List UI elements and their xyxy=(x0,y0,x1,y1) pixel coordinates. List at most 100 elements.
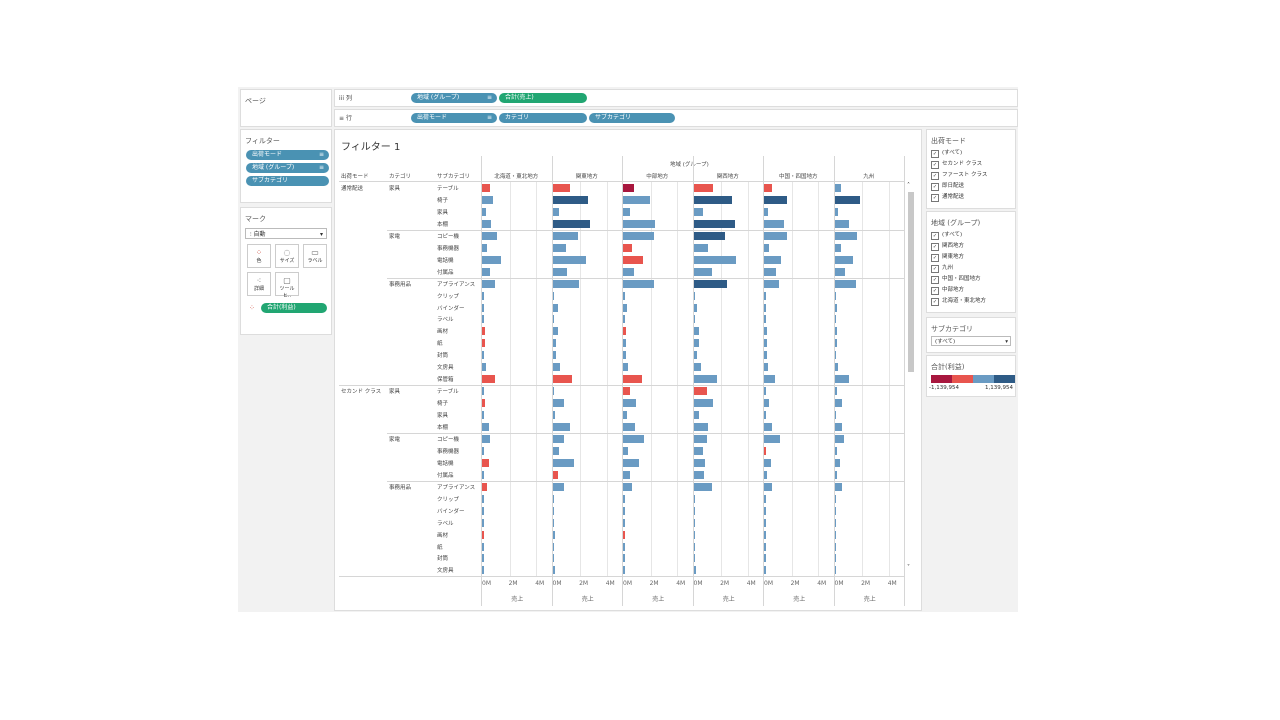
bar-mark[interactable] xyxy=(623,530,625,539)
bar-mark[interactable] xyxy=(623,363,629,372)
vertical-scrollbar[interactable]: ˄ ˅ xyxy=(907,182,915,572)
label-button[interactable]: ▭ ラベル xyxy=(303,244,327,268)
bar-mark[interactable] xyxy=(482,423,489,431)
bar-mark[interactable] xyxy=(552,339,557,348)
bar-mark[interactable] xyxy=(623,494,625,503)
bar-mark[interactable] xyxy=(834,207,839,216)
bar-mark[interactable] xyxy=(623,255,643,264)
bar-mark[interactable] xyxy=(834,231,858,240)
bar-mark[interactable] xyxy=(693,458,706,467)
bar-mark[interactable] xyxy=(552,351,557,360)
bar-mark[interactable] xyxy=(623,446,629,455)
bar-mark[interactable] xyxy=(834,243,842,252)
bar-mark[interactable] xyxy=(482,542,484,551)
bar-mark[interactable] xyxy=(834,470,838,479)
color-pill-profit[interactable]: 合計(利益) xyxy=(261,303,327,313)
ship-mode-checkbox[interactable]: ✓ セカンド クラス xyxy=(931,159,982,169)
bar-mark[interactable] xyxy=(623,470,630,479)
bar-mark[interactable] xyxy=(482,243,488,252)
bar-mark[interactable] xyxy=(764,303,766,312)
bar-mark[interactable] xyxy=(623,339,626,348)
bar-mark[interactable] xyxy=(764,243,770,252)
bar-mark[interactable] xyxy=(834,184,842,192)
rows-pill-subcategory[interactable]: サブカテゴリ xyxy=(589,113,675,123)
subcategory-select[interactable]: (すべて) ▾ xyxy=(931,336,1011,346)
bar-mark[interactable] xyxy=(834,387,838,396)
scroll-thumb[interactable] xyxy=(908,192,914,372)
bar-mark[interactable] xyxy=(764,315,766,324)
bar-mark[interactable] xyxy=(482,231,497,240)
bar-mark[interactable] xyxy=(552,195,589,204)
bar-mark[interactable] xyxy=(552,506,554,515)
bar-mark[interactable] xyxy=(482,411,484,420)
bar-mark[interactable] xyxy=(552,267,568,276)
bar-mark[interactable] xyxy=(693,554,695,563)
bar-mark[interactable] xyxy=(693,243,709,252)
bar-mark[interactable] xyxy=(623,207,630,216)
size-button[interactable]: ◌ サイズ xyxy=(275,244,299,268)
filter-pill-ship-mode[interactable]: 出荷モード ≡ xyxy=(246,150,329,160)
bar-mark[interactable] xyxy=(834,219,850,228)
bar-mark[interactable] xyxy=(623,327,626,336)
bar-mark[interactable] xyxy=(834,303,838,312)
bar-mark[interactable] xyxy=(552,255,586,264)
bar-mark[interactable] xyxy=(693,255,737,264)
bar-mark[interactable] xyxy=(764,255,782,264)
rows-pill-category[interactable]: カテゴリ xyxy=(499,113,587,123)
bar-mark[interactable] xyxy=(623,434,645,443)
bar-mark[interactable] xyxy=(764,207,768,216)
bar-mark[interactable] xyxy=(834,351,836,360)
bar-mark[interactable] xyxy=(693,506,695,515)
bar-mark[interactable] xyxy=(552,375,573,384)
bar-mark[interactable] xyxy=(764,375,775,384)
bar-mark[interactable] xyxy=(693,566,697,575)
bar-mark[interactable] xyxy=(693,207,703,216)
bar-mark[interactable] xyxy=(834,542,836,551)
bar-mark[interactable] xyxy=(834,494,836,503)
bar-mark[interactable] xyxy=(552,363,561,372)
rows-pill-ship-mode[interactable]: 出荷モード ≡ xyxy=(411,113,497,123)
bar-mark[interactable] xyxy=(834,267,846,276)
bar-mark[interactable] xyxy=(623,195,650,204)
columns-pill-region[interactable]: 地域 (グループ) ≡ xyxy=(411,93,497,103)
bar-mark[interactable] xyxy=(552,207,560,216)
mark-type-select[interactable]: ⫶ 自動 ▾ xyxy=(245,228,327,239)
bar-mark[interactable] xyxy=(623,267,634,276)
bar-mark[interactable] xyxy=(623,518,625,527)
bar-mark[interactable] xyxy=(482,351,484,360)
bar-mark[interactable] xyxy=(834,411,836,420)
bar-mark[interactable] xyxy=(552,566,556,575)
bar-mark[interactable] xyxy=(552,446,560,455)
bar-mark[interactable] xyxy=(482,184,490,192)
bar-mark[interactable] xyxy=(693,399,714,408)
bar-mark[interactable] xyxy=(482,518,484,527)
bar-mark[interactable] xyxy=(764,518,766,527)
bar-mark[interactable] xyxy=(552,434,565,443)
filter-pill-region[interactable]: 地域 (グループ) ≡ xyxy=(246,163,329,173)
bar-mark[interactable] xyxy=(693,327,699,336)
bar-mark[interactable] xyxy=(693,411,699,420)
bar-mark[interactable] xyxy=(482,470,484,479)
bar-mark[interactable] xyxy=(834,566,836,575)
bar-mark[interactable] xyxy=(834,291,836,300)
bar-mark[interactable] xyxy=(764,554,766,563)
bar-mark[interactable] xyxy=(482,279,496,288)
bar-mark[interactable] xyxy=(623,184,634,192)
bar-mark[interactable] xyxy=(764,566,766,575)
bar-mark[interactable] xyxy=(764,446,766,455)
bar-mark[interactable] xyxy=(623,542,625,551)
bar-mark[interactable] xyxy=(764,530,766,539)
region-checkbox[interactable]: ✓ 中部地方 xyxy=(931,285,964,295)
bar-mark[interactable] xyxy=(834,518,836,527)
bar-mark[interactable] xyxy=(834,423,843,431)
bar-mark[interactable] xyxy=(552,231,578,240)
bar-mark[interactable] xyxy=(693,542,695,551)
bar-mark[interactable] xyxy=(764,506,766,515)
bar-mark[interactable] xyxy=(693,446,703,455)
bar-mark[interactable] xyxy=(693,315,695,324)
bar-mark[interactable] xyxy=(482,339,485,348)
bar-mark[interactable] xyxy=(693,530,695,539)
bar-mark[interactable] xyxy=(482,207,486,216)
bar-mark[interactable] xyxy=(482,506,484,515)
bar-mark[interactable] xyxy=(552,494,554,503)
